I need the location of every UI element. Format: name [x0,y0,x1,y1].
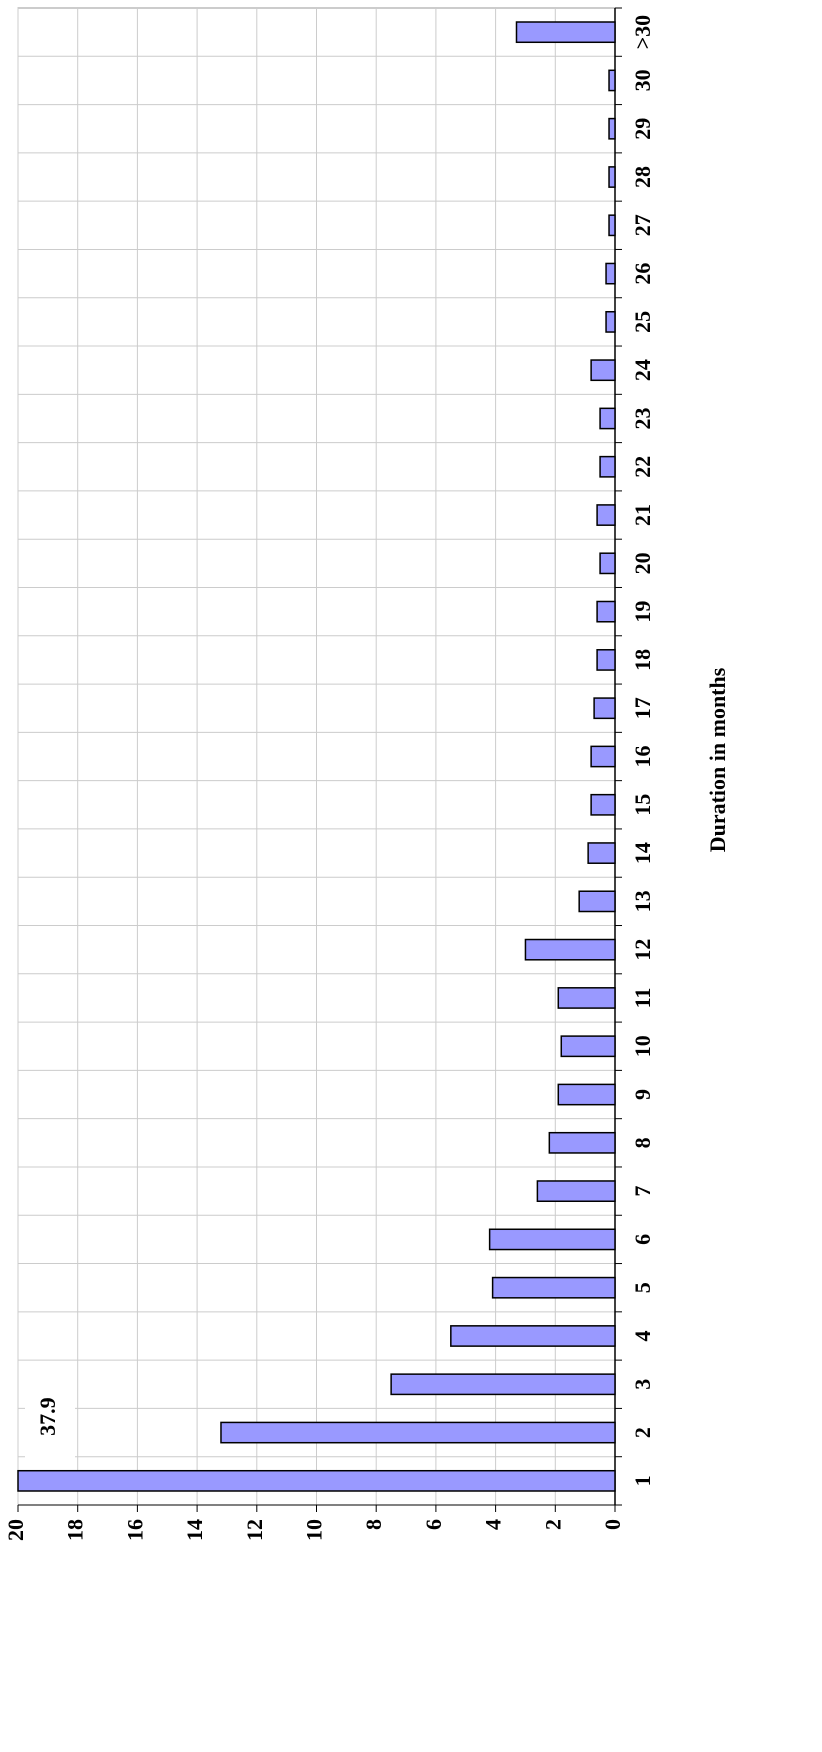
y-tick-label: 12 [242,1519,267,1541]
bar [560,1035,616,1058]
x-tick-label: 9 [630,1089,655,1100]
bar [220,1421,616,1444]
bar [608,69,616,92]
x-tick-label: 8 [630,1137,655,1148]
x-tick-label: 30 [630,69,655,91]
x-tick-label: 24 [630,359,655,381]
x-tick-label: 12 [630,939,655,961]
x-tick-label: 14 [630,842,655,864]
bar [605,310,616,333]
bar [515,21,616,44]
data-label: 37.9 [35,1397,60,1436]
x-tick-label: 29 [630,118,655,140]
bar [596,649,616,671]
y-tick-label: 6 [421,1519,446,1530]
bar [557,987,616,1009]
bar [608,117,616,140]
x-tick-label: 1 [630,1475,655,1486]
x-tick-label: 2 [630,1427,655,1438]
x-tick-label: 22 [630,456,655,478]
x-tick-label: 6 [630,1234,655,1245]
bar [450,1325,616,1347]
x-tick-label: 10 [630,1035,655,1057]
x-tick-label: 21 [630,504,655,526]
bar [605,262,616,285]
bar [491,1276,616,1299]
x-tick-label: 20 [630,552,655,574]
label-background [25,1365,75,1466]
x-tick-label: 3 [630,1379,655,1390]
bar [390,1373,616,1396]
y-tick-label: 8 [361,1519,386,1530]
bar [596,600,616,623]
bar [596,504,616,526]
y-tick-label: 14 [182,1519,207,1541]
bar [587,842,616,864]
bar [548,1131,616,1154]
y-tick-label: 0 [600,1519,625,1530]
bar [608,166,616,188]
x-tick-label: 7 [630,1186,655,1197]
bar [590,359,616,382]
x-tick-label: 19 [630,601,655,623]
x-tick-label: 13 [630,890,655,912]
bar [608,214,616,237]
y-tick-label: 20 [3,1519,28,1541]
x-tick-label: 23 [630,407,655,429]
x-tick-label: 16 [630,746,655,768]
bar [599,455,616,478]
x-tick-label: 11 [630,988,655,1009]
x-tick-label: >30 [630,15,655,50]
bar [599,552,616,575]
bar [17,1469,616,1492]
x-tick-label: 5 [630,1282,655,1293]
bar [557,1083,616,1106]
x-tick-label: 27 [630,214,655,236]
y-tick-label: 4 [481,1519,506,1530]
bar [590,793,616,816]
x-tick-label: 4 [630,1330,655,1341]
x-axis-title: Duration in months [705,667,730,852]
y-tick-label: 2 [540,1519,565,1530]
x-tick-label: 18 [630,649,655,671]
bar [590,745,616,768]
x-tick-label: 17 [630,697,655,719]
x-tick-label: 26 [630,263,655,285]
y-tick-label: 16 [122,1519,147,1541]
y-tick-label: 18 [63,1519,88,1541]
bar [488,1228,616,1251]
bar [593,697,616,720]
y-tick-label: 10 [302,1519,327,1541]
bar [536,1180,616,1203]
bar [599,407,616,430]
x-tick-label: 28 [630,166,655,188]
bar [524,938,616,961]
x-tick-label: 25 [630,311,655,333]
x-tick-label: 15 [630,794,655,816]
bar [578,890,616,913]
